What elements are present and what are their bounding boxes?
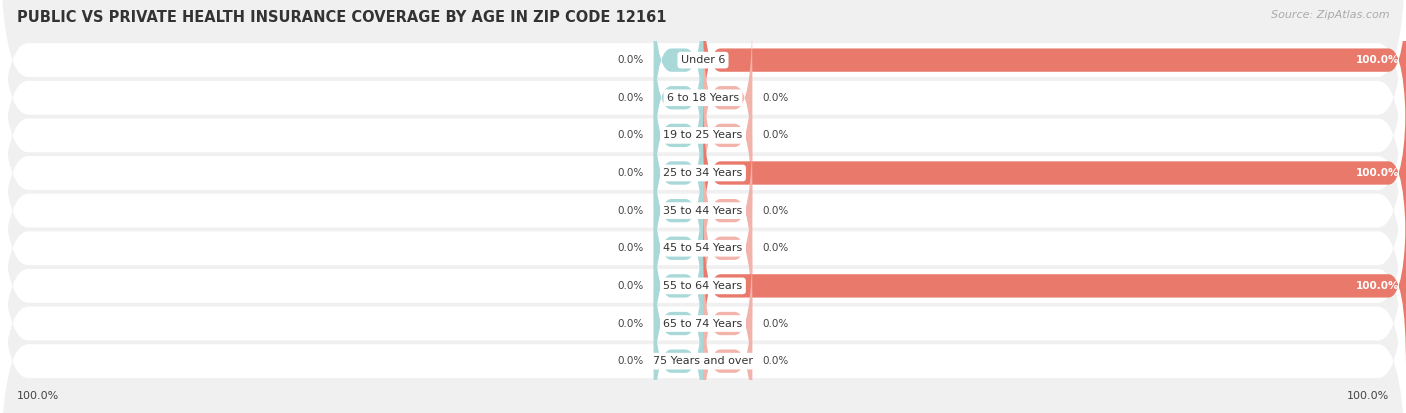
FancyBboxPatch shape	[654, 90, 703, 255]
Text: 0.0%: 0.0%	[762, 318, 789, 328]
Text: 100.0%: 100.0%	[1347, 392, 1389, 401]
FancyBboxPatch shape	[0, 2, 1406, 269]
FancyBboxPatch shape	[703, 241, 752, 406]
Text: 0.0%: 0.0%	[762, 243, 789, 253]
Text: 100.0%: 100.0%	[17, 392, 59, 401]
Text: 19 to 25 Years: 19 to 25 Years	[664, 131, 742, 140]
Text: 0.0%: 0.0%	[617, 281, 644, 291]
FancyBboxPatch shape	[703, 90, 1406, 255]
FancyBboxPatch shape	[0, 39, 1406, 306]
Text: 25 to 34 Years: 25 to 34 Years	[664, 168, 742, 178]
Text: 0.0%: 0.0%	[617, 131, 644, 140]
FancyBboxPatch shape	[0, 77, 1406, 344]
FancyBboxPatch shape	[0, 152, 1406, 413]
FancyBboxPatch shape	[654, 204, 703, 368]
FancyBboxPatch shape	[703, 0, 1406, 142]
FancyBboxPatch shape	[703, 279, 752, 413]
Text: 0.0%: 0.0%	[617, 206, 644, 216]
Text: 0.0%: 0.0%	[617, 243, 644, 253]
Text: 45 to 54 Years: 45 to 54 Years	[664, 243, 742, 253]
Text: 0.0%: 0.0%	[762, 206, 789, 216]
FancyBboxPatch shape	[703, 204, 1406, 368]
Text: 0.0%: 0.0%	[762, 93, 789, 103]
FancyBboxPatch shape	[654, 279, 703, 413]
Text: 65 to 74 Years: 65 to 74 Years	[664, 318, 742, 328]
Text: 0.0%: 0.0%	[762, 131, 789, 140]
FancyBboxPatch shape	[654, 15, 703, 180]
Text: 55 to 64 Years: 55 to 64 Years	[664, 281, 742, 291]
Text: 0.0%: 0.0%	[617, 55, 644, 65]
FancyBboxPatch shape	[703, 166, 752, 331]
Text: 0.0%: 0.0%	[617, 318, 644, 328]
FancyBboxPatch shape	[0, 0, 1406, 194]
FancyBboxPatch shape	[0, 228, 1406, 413]
Text: 0.0%: 0.0%	[617, 356, 644, 366]
Text: 100.0%: 100.0%	[1355, 55, 1399, 65]
FancyBboxPatch shape	[703, 53, 752, 218]
FancyBboxPatch shape	[0, 0, 1406, 231]
FancyBboxPatch shape	[0, 115, 1406, 382]
Text: 100.0%: 100.0%	[1355, 168, 1399, 178]
Text: Source: ZipAtlas.com: Source: ZipAtlas.com	[1271, 10, 1389, 20]
Text: Under 6: Under 6	[681, 55, 725, 65]
FancyBboxPatch shape	[654, 241, 703, 406]
Text: 0.0%: 0.0%	[762, 356, 789, 366]
Text: 6 to 18 Years: 6 to 18 Years	[666, 93, 740, 103]
FancyBboxPatch shape	[654, 53, 703, 218]
Text: 0.0%: 0.0%	[617, 168, 644, 178]
FancyBboxPatch shape	[703, 128, 752, 293]
Text: 35 to 44 Years: 35 to 44 Years	[664, 206, 742, 216]
Text: 100.0%: 100.0%	[1355, 281, 1399, 291]
FancyBboxPatch shape	[703, 15, 752, 180]
FancyBboxPatch shape	[654, 128, 703, 293]
Text: 0.0%: 0.0%	[617, 93, 644, 103]
Text: 75 Years and over: 75 Years and over	[652, 356, 754, 366]
Text: PUBLIC VS PRIVATE HEALTH INSURANCE COVERAGE BY AGE IN ZIP CODE 12161: PUBLIC VS PRIVATE HEALTH INSURANCE COVER…	[17, 10, 666, 25]
FancyBboxPatch shape	[0, 190, 1406, 413]
FancyBboxPatch shape	[654, 0, 703, 142]
FancyBboxPatch shape	[654, 166, 703, 331]
